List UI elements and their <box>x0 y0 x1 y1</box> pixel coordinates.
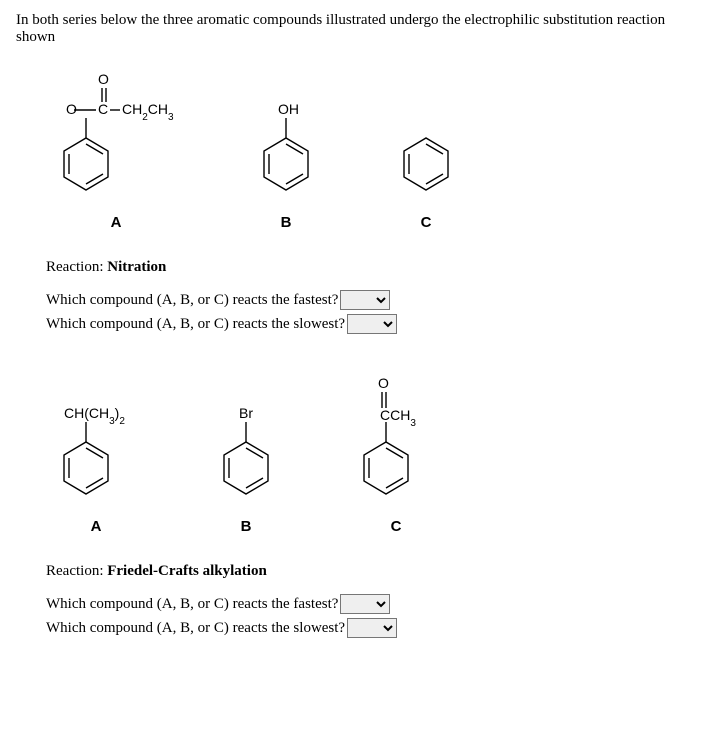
svg-text:CH2CH3: CH2CH3 <box>122 101 174 123</box>
svg-text:CH(CH3)2: CH(CH3)2 <box>64 405 125 427</box>
compound-label: A <box>111 214 122 231</box>
question-fastest: Which compound (A, B, or C) reacts the f… <box>46 290 701 310</box>
question-slowest: Which compound (A, B, or C) reacts the s… <box>46 314 701 334</box>
svg-text:O: O <box>66 101 77 117</box>
svg-text:OH: OH <box>278 101 299 117</box>
question-text: Which compound (A, B, or C) reacts the f… <box>46 596 338 613</box>
reaction-name: Nitration <box>107 259 166 275</box>
compound-a: O C O CH2CH3 A <box>46 70 186 231</box>
structure-cumene: CH(CH3)2 <box>46 374 146 504</box>
structure-ester-benzene: O C O CH2CH3 <box>46 70 186 200</box>
question-text: Which compound (A, B, or C) reacts the f… <box>46 292 338 309</box>
fastest-select[interactable]: ABC <box>340 594 390 614</box>
question-text: Which compound (A, B, or C) reacts the s… <box>46 316 345 333</box>
compound-a: CH(CH3)2 A <box>46 374 146 535</box>
compound-label: B <box>241 518 252 535</box>
compound-row: CH(CH3)2 A Br B <box>46 374 701 535</box>
compound-c: C <box>386 70 466 231</box>
reaction-name: Friedel-Crafts alkylation <box>107 563 267 579</box>
structure-acetophenone: O CCH3 <box>346 374 446 504</box>
reaction-prefix: Reaction: <box>46 563 107 579</box>
svg-text:O: O <box>98 71 109 87</box>
structure-benzene <box>386 70 466 200</box>
compound-label: C <box>421 214 432 231</box>
compound-b: OH B <box>246 70 326 231</box>
svg-text:Br: Br <box>239 405 253 421</box>
structure-bromobenzene: Br <box>206 374 286 504</box>
compound-row: O C O CH2CH3 A OH B <box>46 70 701 231</box>
question-text: Which compound (A, B, or C) reacts the s… <box>46 620 345 637</box>
question-slowest: Which compound (A, B, or C) reacts the s… <box>46 618 701 638</box>
compound-label: C <box>391 518 402 535</box>
compound-label: B <box>281 214 292 231</box>
compound-c: O CCH3 C <box>346 374 446 535</box>
question-fastest: Which compound (A, B, or C) reacts the f… <box>46 594 701 614</box>
series-2: CH(CH3)2 A Br B <box>16 374 701 638</box>
structure-phenol: OH <box>246 70 326 200</box>
series-1: O C O CH2CH3 A OH B <box>16 70 701 334</box>
intro-text: In both series below the three aromatic … <box>16 12 701 46</box>
fastest-select[interactable]: ABC <box>340 290 390 310</box>
svg-text:C: C <box>98 101 108 117</box>
reaction-line: Reaction: Nitration <box>46 259 701 276</box>
compound-label: A <box>91 518 102 535</box>
slowest-select[interactable]: ABC <box>347 314 397 334</box>
compound-b: Br B <box>206 374 286 535</box>
reaction-line: Reaction: Friedel-Crafts alkylation <box>46 563 701 580</box>
slowest-select[interactable]: ABC <box>347 618 397 638</box>
svg-text:O: O <box>378 375 389 391</box>
reaction-prefix: Reaction: <box>46 259 107 275</box>
